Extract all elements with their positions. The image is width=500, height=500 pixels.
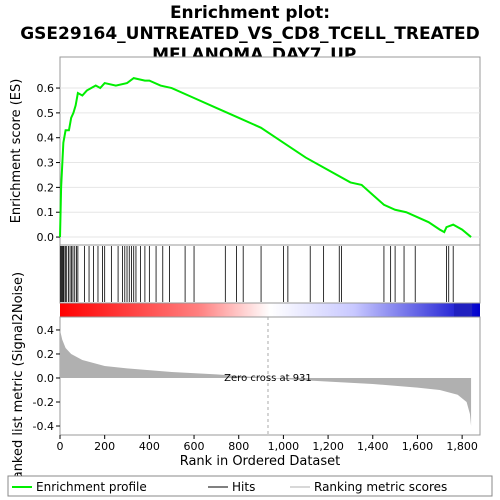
color-bar-end [454,303,472,317]
y-tick-label: 0.4 [37,324,55,337]
x-tick-label: 0 [57,440,64,453]
legend-label: Enrichment profile [36,480,147,494]
chart-title: Enrichment plot: [170,3,330,23]
x-tick-label: 800 [228,440,249,453]
legend-label: Ranking metric scores [314,480,447,494]
y-axis-label: Enrichment score (ES) [9,79,24,224]
x-tick-label: 1,200 [312,440,344,453]
plot-area [59,244,481,304]
color-bar [60,303,480,317]
x-tick-label: 1,400 [357,440,389,453]
x-axis-label: Rank in Ordered Dataset [180,454,341,469]
y-tick-label: -0.2 [33,396,54,409]
metric-area [60,329,472,426]
legend [7,475,493,497]
y-tick-label: 0.3 [37,157,55,170]
y-tick-label: 0.0 [37,372,55,385]
x-tick-label: 600 [184,440,205,453]
y-tick-label: 0.4 [37,132,55,145]
y-tick-label: 0.2 [37,348,55,361]
enrichment-line [59,77,472,238]
legend-label: Hits [232,480,255,494]
zero-cross-label: Zero cross at 931 [224,373,312,384]
chart-title: GSE29164_UNTREATED_VS_CD8_TCELL_TREATED [20,24,480,44]
plot-area [59,316,481,436]
y-tick-label: 0.2 [37,181,55,194]
y-tick-label: 0.6 [37,82,55,95]
y-tick-label: -0.4 [33,420,54,433]
y-tick-label: 0.5 [37,107,55,120]
y-tick-label: 0.1 [37,206,55,219]
y-tick-label: 0.0 [37,231,55,244]
x-tick-label: 200 [94,440,115,453]
x-tick-label: 1,000 [268,440,300,453]
x-tick-label: 1,600 [402,440,434,453]
x-tick-label: 1,800 [446,440,478,453]
x-tick-label: 400 [139,440,160,453]
y-axis-label: Ranked list metric (Signal2Noise) [11,272,26,488]
